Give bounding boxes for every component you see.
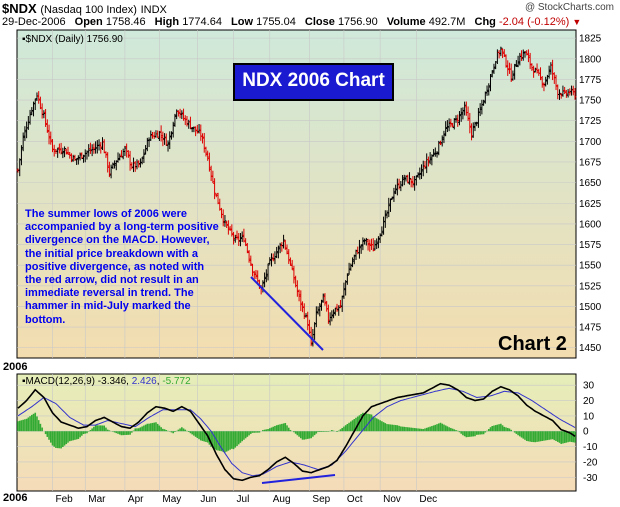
macd-trend-line — [261, 474, 336, 484]
exchange: INDX — [140, 4, 167, 16]
price-bar — [407, 172, 411, 185]
macd-xtick-label: Jun — [200, 494, 216, 505]
macd-ytick-label: 10 — [583, 411, 595, 422]
price-ytick-label: 1800 — [579, 54, 602, 65]
high-label: High — [154, 16, 180, 28]
low-value: 1755.04 — [256, 16, 296, 28]
symbol: $NDX — [2, 1, 37, 16]
price-ytick-label: 1750 — [579, 96, 602, 107]
macd-ytick-label: 20 — [583, 396, 595, 407]
price-ytick-label: 1475 — [579, 323, 602, 334]
down-triangle-icon: ▼ — [572, 17, 582, 27]
chart-title: NDX 2006 Chart — [242, 70, 385, 91]
high-value: 1774.64 — [182, 16, 222, 28]
close-label: Close — [304, 16, 335, 28]
volume-label: Volume — [386, 16, 426, 28]
price-ytick-label: 1550 — [579, 261, 602, 272]
price-ytick-label: 1725 — [579, 116, 602, 127]
open-value: 1758.46 — [105, 16, 146, 28]
chart-title-box: NDX 2006 Chart — [233, 63, 394, 101]
price-trend-line — [250, 276, 324, 351]
macd-ytick-label: -30 — [583, 473, 598, 484]
annotation-note: The summer lows of 2006 were accompanied… — [25, 208, 219, 326]
macd-line — [17, 382, 576, 482]
price-bar — [63, 146, 67, 158]
macd-xtick-label: Nov — [383, 494, 401, 505]
price-legend: ▪$NDX (Daily) 1756.90 — [22, 34, 123, 45]
macd-xtick-label: Apr — [128, 494, 144, 505]
price-ytick-label: 1825 — [579, 34, 602, 45]
price-bar — [213, 178, 217, 200]
chart-number-label: Chart 2 — [498, 333, 567, 355]
close-value: 1756.90 — [337, 16, 378, 28]
macd-xtick-label: Oct — [347, 494, 363, 505]
chg-value: -2.04 (-0.12%) — [498, 16, 570, 28]
macd-legend: ▪MACD(12,26,9) -3.346, 2.426, -5.772 — [22, 376, 191, 387]
price-bar — [573, 88, 577, 100]
price-ytick-label: 1650 — [579, 178, 602, 189]
macd-ytick-label: -10 — [583, 442, 598, 453]
index-name: (Nasdaq 100 Index) — [40, 4, 137, 16]
macd-xtick-label: Jul — [237, 494, 250, 505]
price-ytick-label: 1500 — [579, 302, 602, 313]
price-ytick-label: 1600 — [579, 219, 602, 230]
macd-ytick-label: 0 — [583, 427, 589, 438]
year-label-macd: 2006 — [3, 492, 28, 504]
macd-xtick-label: Mar — [88, 494, 106, 505]
price-ytick-label: 1450 — [579, 343, 602, 354]
chg-label: Chg — [474, 16, 496, 28]
macd-ytick-label: -20 — [583, 457, 598, 468]
price-ytick-label: 1525 — [579, 281, 602, 292]
quote-date: 29-Dec-2006 — [2, 16, 66, 28]
price-bar — [223, 215, 227, 227]
price-bar — [266, 263, 270, 281]
macd-xtick-label: Feb — [55, 494, 73, 505]
price-ytick-label: 1775 — [579, 75, 602, 86]
macd-ytick-label: 30 — [583, 381, 595, 392]
quote-header: $NDX (Nasdaq 100 Index) INDX @ StockChar… — [0, 0, 620, 30]
price-ytick-label: 1700 — [579, 137, 602, 148]
symbol-line: $NDX (Nasdaq 100 Index) INDX — [2, 1, 167, 16]
low-label: Low — [231, 16, 254, 28]
price-bar — [499, 46, 503, 57]
source-credit: @ StockCharts.com — [524, 2, 614, 13]
macd-xtick-label: May — [162, 494, 181, 505]
price-bar — [532, 65, 536, 78]
macd-xtick-label: Sep — [312, 494, 330, 505]
macd-xtick-label: Dec — [419, 494, 437, 505]
volume-value: 492.7M — [428, 16, 466, 28]
price-ytick-label: 1625 — [579, 199, 602, 210]
price-ytick-label: 1675 — [579, 157, 602, 168]
price-ytick-label: 1575 — [579, 240, 602, 251]
price-bar — [371, 238, 375, 252]
macd-xtick-label: Aug — [273, 494, 291, 505]
price-bar — [345, 273, 349, 285]
open-label: Open — [74, 16, 103, 28]
year-label-price: 2006 — [3, 361, 28, 373]
quote-line: 29-Dec-2006 Open 1758.46 High 1774.64 Lo… — [2, 16, 581, 28]
